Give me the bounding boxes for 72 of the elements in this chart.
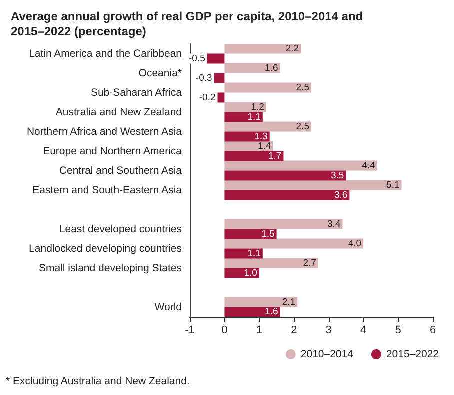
data-label: 1.7	[268, 150, 282, 162]
bar	[224, 44, 302, 54]
data-label: 2.2	[286, 43, 300, 54]
data-label: 1.3	[254, 131, 268, 142]
y-tick-label: Least developed countries	[59, 223, 182, 236]
data-label: 1.1	[248, 248, 261, 260]
data-label: 2.5	[296, 82, 310, 94]
x-tick-label: 6	[430, 324, 436, 336]
y-tick-label: Landlocked developing countries	[29, 242, 182, 255]
y-tick-label: Europe and Northern America	[43, 145, 182, 158]
data-label: -0.2	[199, 92, 216, 104]
y-tick-label: Eastern and South-Eastern Asia	[32, 184, 182, 196]
bar	[224, 248, 263, 259]
data-label: 4.4	[362, 160, 376, 172]
bar	[224, 122, 312, 132]
data-label: 1.4	[258, 140, 272, 152]
bar	[224, 151, 284, 162]
bar	[224, 180, 402, 190]
bar	[224, 160, 378, 171]
bar	[224, 102, 266, 112]
y-tick-label: Central and Southern Asia	[59, 164, 182, 177]
bar	[224, 63, 280, 74]
bar	[224, 307, 280, 317]
data-label: 1.6	[265, 62, 278, 74]
data-label: -0.3	[196, 72, 212, 84]
bar	[224, 219, 343, 230]
data-label: 2.1	[282, 296, 296, 308]
legend-label: 2015–2022	[386, 348, 440, 360]
data-label: 5.1	[386, 180, 400, 191]
data-label: 1.6	[265, 306, 278, 318]
data-label: 1.1	[248, 112, 261, 123]
bar	[224, 258, 318, 268]
bar	[224, 297, 298, 308]
legend-label: 2010–2014	[300, 348, 354, 360]
y-tick-label: Australia and New Zealand	[56, 106, 182, 118]
data-label: 1.2	[251, 102, 264, 113]
bar	[224, 190, 350, 200]
data-label: 3.5	[330, 170, 344, 182]
x-tick-label: 5	[395, 324, 402, 336]
x-tick-label: -1	[185, 324, 195, 336]
bar	[224, 132, 270, 142]
bar	[224, 229, 277, 240]
y-tick-label: Oceania*	[138, 67, 182, 80]
bar	[214, 73, 225, 84]
bar	[224, 141, 274, 152]
bar	[207, 54, 225, 64]
data-label: 2.7	[303, 258, 316, 269]
y-tick-label: Latin America and the Caribbean	[29, 48, 182, 60]
data-label: 4.0	[348, 238, 362, 250]
bar	[224, 268, 260, 278]
x-tick-label: 1	[256, 324, 262, 336]
data-label: 2.5	[296, 121, 310, 132]
bar	[224, 238, 364, 249]
y-tick-label: Sub-Saharan Africa	[90, 86, 182, 99]
data-label: 1.0	[244, 268, 258, 279]
data-label: 3.6	[334, 190, 348, 201]
chart-title: Average annual growth of real GDP per capita, 2010–2014 and 2015–2022 (percentage)	[11, 10, 366, 38]
x-tick-label: 2	[291, 324, 298, 336]
data-label: -0.5	[188, 53, 206, 64]
text: * Excluding Australia and New Zealand.	[6, 376, 190, 388]
bar	[224, 112, 263, 122]
x-tick-label: 0	[222, 324, 228, 336]
bar	[218, 92, 225, 103]
bar	[224, 170, 346, 181]
bar	[224, 82, 312, 93]
x-tick-label: 4	[360, 324, 367, 336]
data-label: 1.5	[262, 228, 275, 240]
y-tick-label: Northern Africa and Western Asia	[26, 126, 182, 138]
y-tick-label: Small island developing States	[38, 262, 182, 274]
y-tick-label: World	[154, 301, 182, 314]
data-label: 3.4	[328, 218, 341, 230]
x-tick-label: 3	[326, 324, 332, 336]
